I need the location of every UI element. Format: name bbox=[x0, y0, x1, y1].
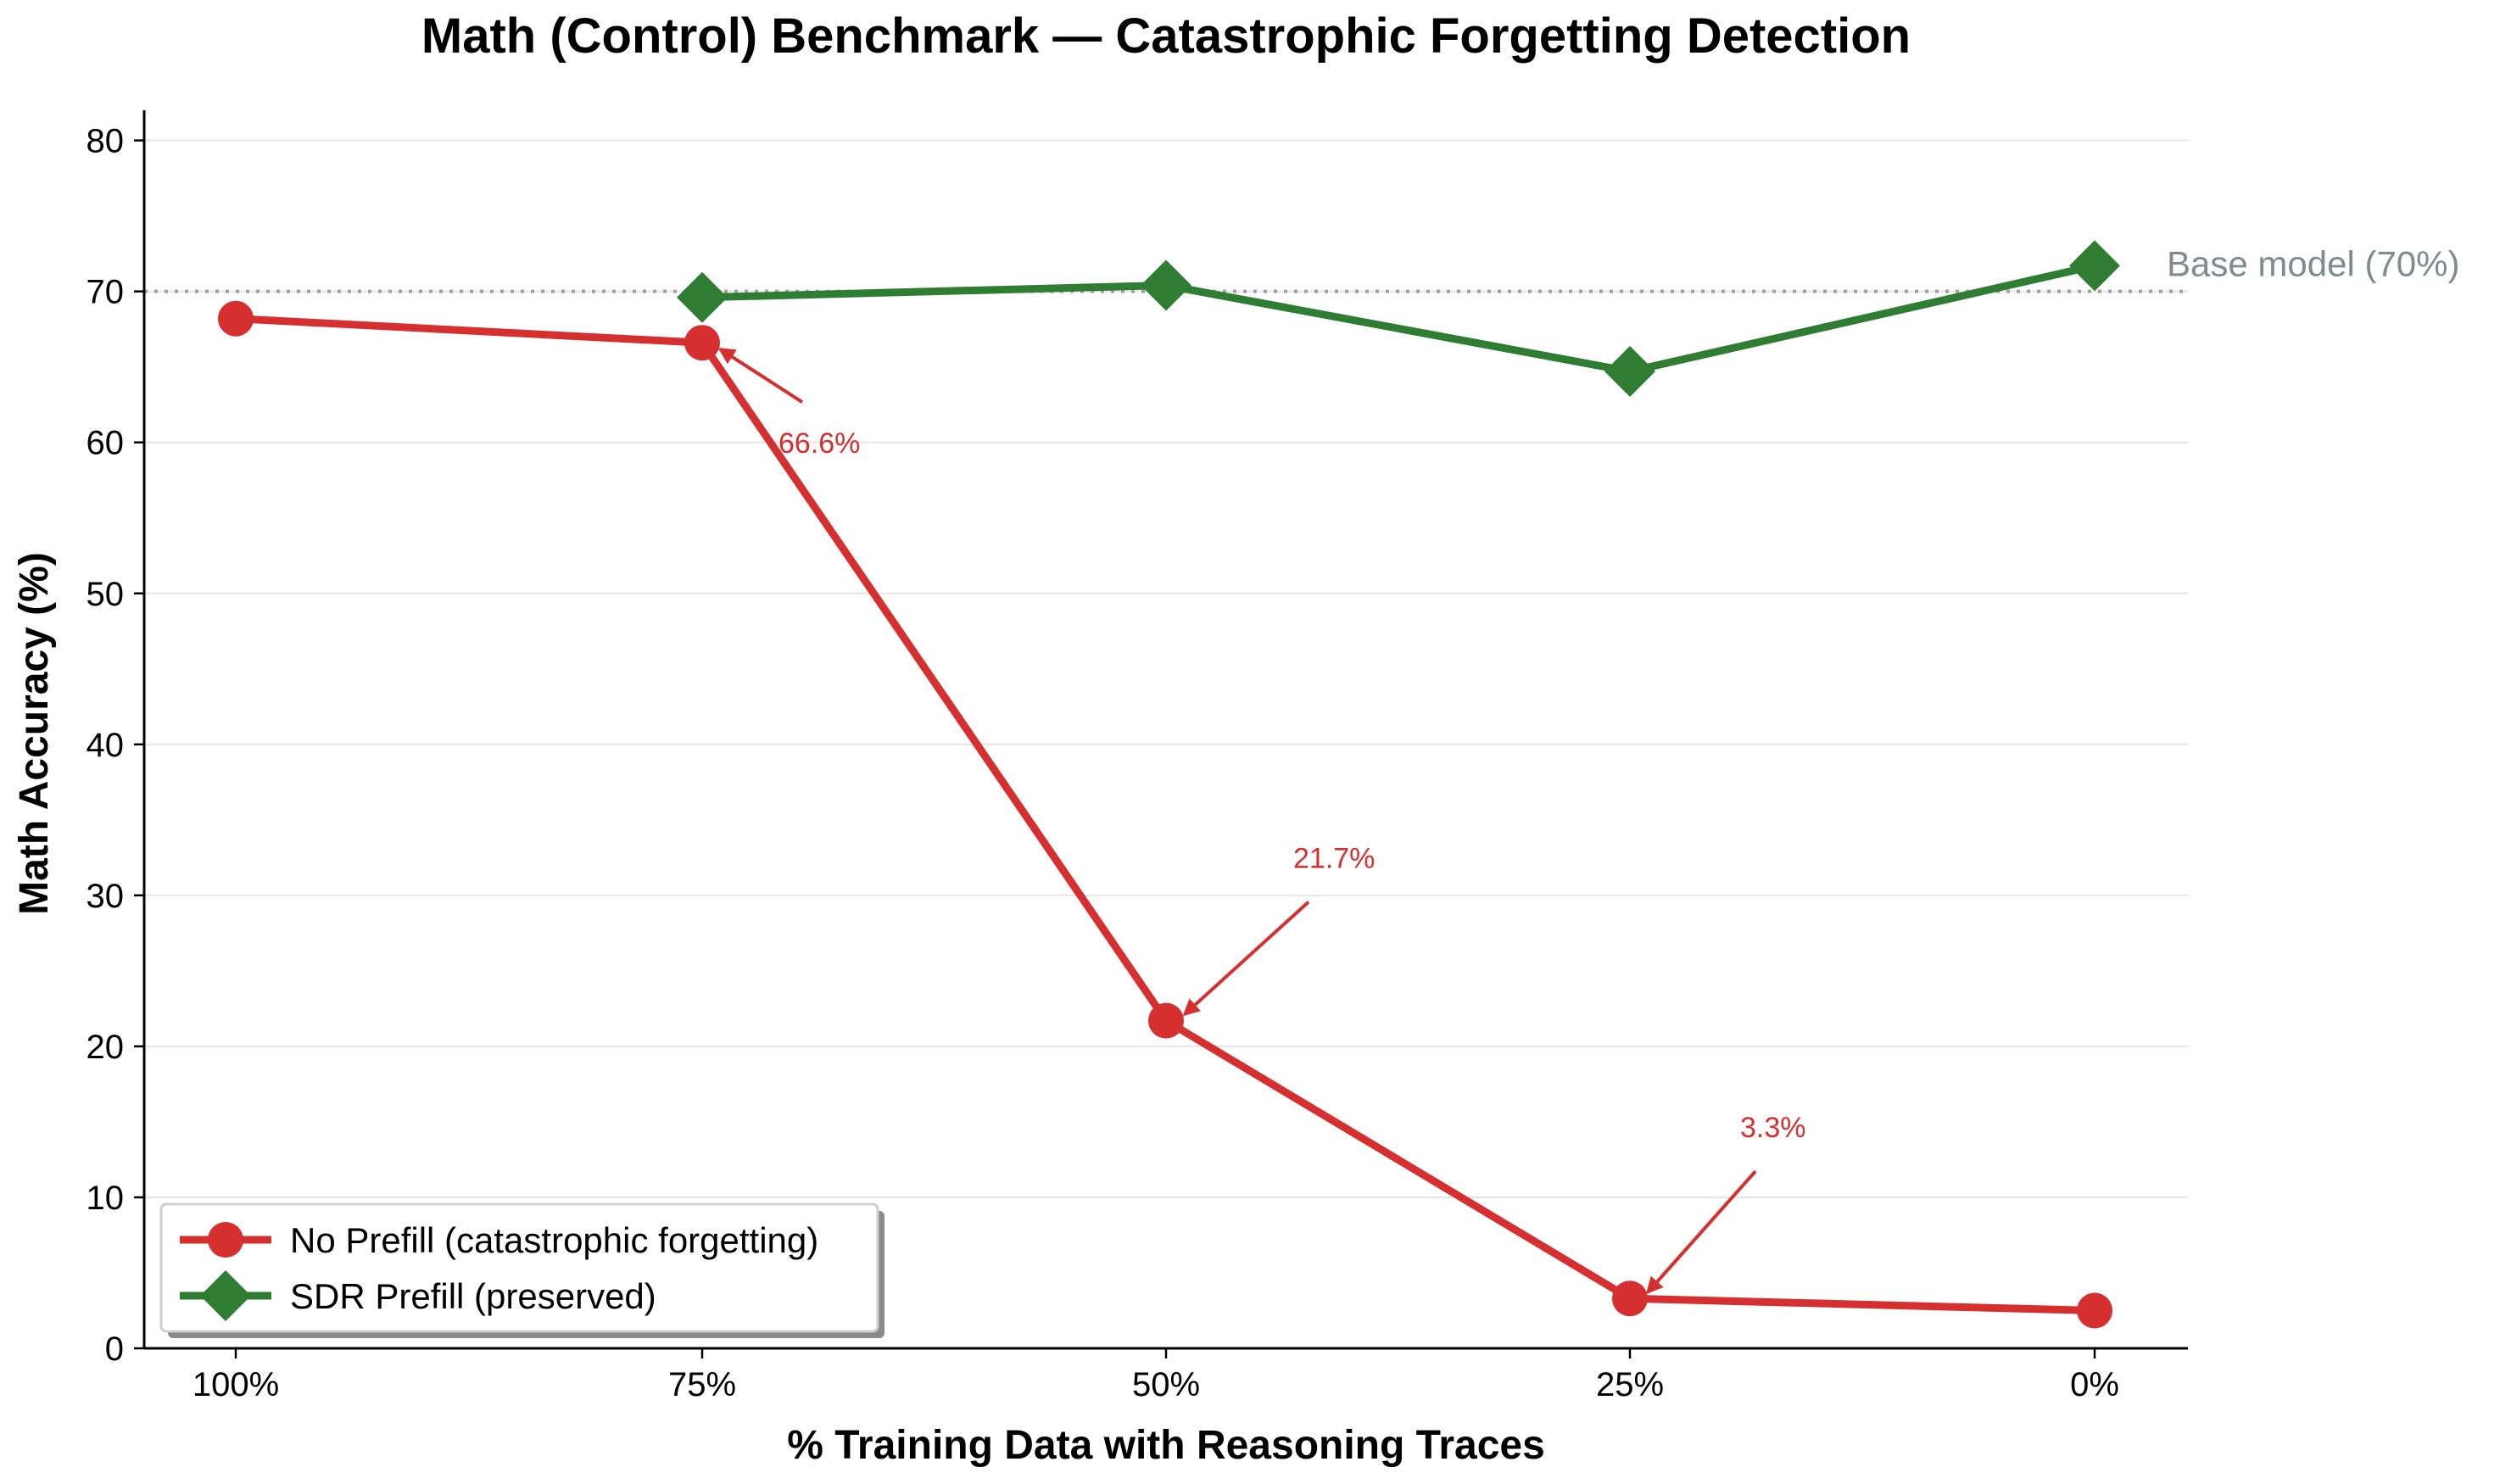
annotation-label: 21.7% bbox=[1293, 843, 1375, 875]
annotation-arrow bbox=[1182, 901, 1310, 1017]
grid bbox=[144, 139, 2188, 1198]
annotation-label: 66.6% bbox=[778, 427, 860, 460]
y-tick-label: 60 bbox=[86, 425, 125, 462]
y-tick-label: 50 bbox=[86, 576, 125, 613]
x-tick-label: 50% bbox=[1132, 1366, 1200, 1403]
series-line-no-prefill bbox=[232, 315, 2099, 1314]
y-tick-label: 10 bbox=[86, 1180, 125, 1217]
x-tick-label: 75% bbox=[668, 1366, 736, 1403]
data-point bbox=[1604, 346, 1655, 398]
legend-label: No Prefill (catastrophic forgetting) bbox=[290, 1220, 818, 1260]
y-tick-label: 80 bbox=[86, 123, 125, 160]
annotations: 66.6% 21.7% 3.3% bbox=[717, 348, 1806, 1295]
data-point bbox=[677, 271, 728, 323]
base-model-label: Base model (70%) bbox=[2167, 244, 2460, 284]
data-point bbox=[1612, 1280, 1648, 1317]
y-tick-label: 0 bbox=[105, 1331, 124, 1368]
axes: 0 10 20 30 40 50 60 70 80 100% 75% 50% 25% 0% bbox=[86, 110, 2188, 1403]
y-tick-label: 70 bbox=[86, 274, 125, 311]
data-point bbox=[1148, 1002, 1184, 1039]
y-tick-label: 30 bbox=[86, 878, 125, 915]
data-point bbox=[1141, 259, 1191, 311]
reference-line-group: Base model (70%) bbox=[144, 244, 2460, 293]
data-point bbox=[684, 325, 720, 361]
x-tick-label: 0% bbox=[2070, 1366, 2119, 1403]
data-point bbox=[2077, 1292, 2112, 1329]
y-tick-label: 20 bbox=[86, 1029, 125, 1066]
legend-marker bbox=[200, 1270, 251, 1321]
legend: No Prefill (catastrophic forgetting) SDR … bbox=[159, 1202, 884, 1338]
data-point bbox=[2069, 240, 2120, 292]
y-axis-label: Math Accuracy (%) bbox=[12, 552, 57, 915]
annotation-arrow bbox=[717, 348, 804, 404]
annotation-arrow bbox=[1645, 1169, 1757, 1295]
x-tick-label: 25% bbox=[1596, 1366, 1664, 1403]
legend-label: SDR Prefill (preserved) bbox=[290, 1276, 656, 1316]
legend-marker bbox=[208, 1222, 243, 1258]
data-point bbox=[218, 300, 254, 337]
annotation-label: 3.3% bbox=[1740, 1112, 1806, 1144]
x-axis-label: % Training Data with Reasoning Traces bbox=[787, 1423, 1545, 1468]
series-group bbox=[218, 240, 2120, 1329]
series-line-sdr-prefill bbox=[698, 261, 2099, 376]
chart-title: Math (Control) Benchmark — Catastrophic … bbox=[421, 8, 1911, 64]
legend-box bbox=[159, 1202, 879, 1333]
x-tick-label: 100% bbox=[193, 1366, 279, 1403]
y-tick-label: 40 bbox=[86, 727, 125, 764]
